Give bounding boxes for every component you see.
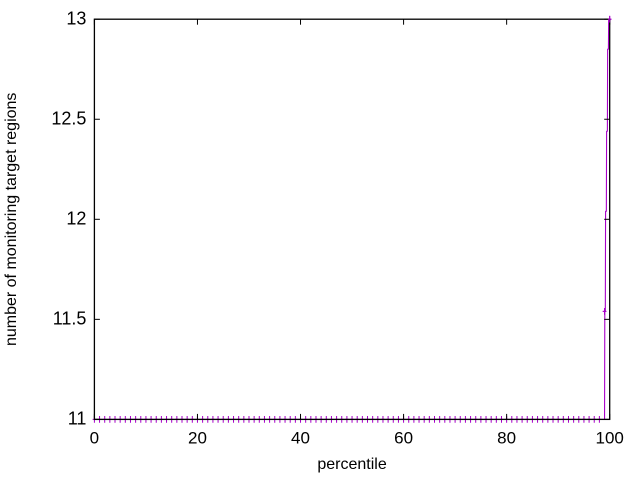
svg-text:0: 0	[90, 428, 99, 447]
svg-text:20: 20	[188, 428, 207, 447]
svg-text:12.5: 12.5	[51, 109, 86, 129]
svg-text:60: 60	[394, 428, 413, 447]
svg-text:13: 13	[66, 9, 86, 29]
svg-text:percentile: percentile	[317, 456, 386, 473]
svg-text:80: 80	[497, 428, 516, 447]
svg-text:100: 100	[596, 428, 624, 447]
svg-text:number of monitoring target re: number of monitoring target regions	[3, 93, 20, 346]
svg-text:12: 12	[66, 209, 86, 229]
svg-text:11: 11	[68, 409, 87, 429]
svg-text:40: 40	[291, 428, 310, 447]
svg-text:11.5: 11.5	[53, 309, 87, 329]
